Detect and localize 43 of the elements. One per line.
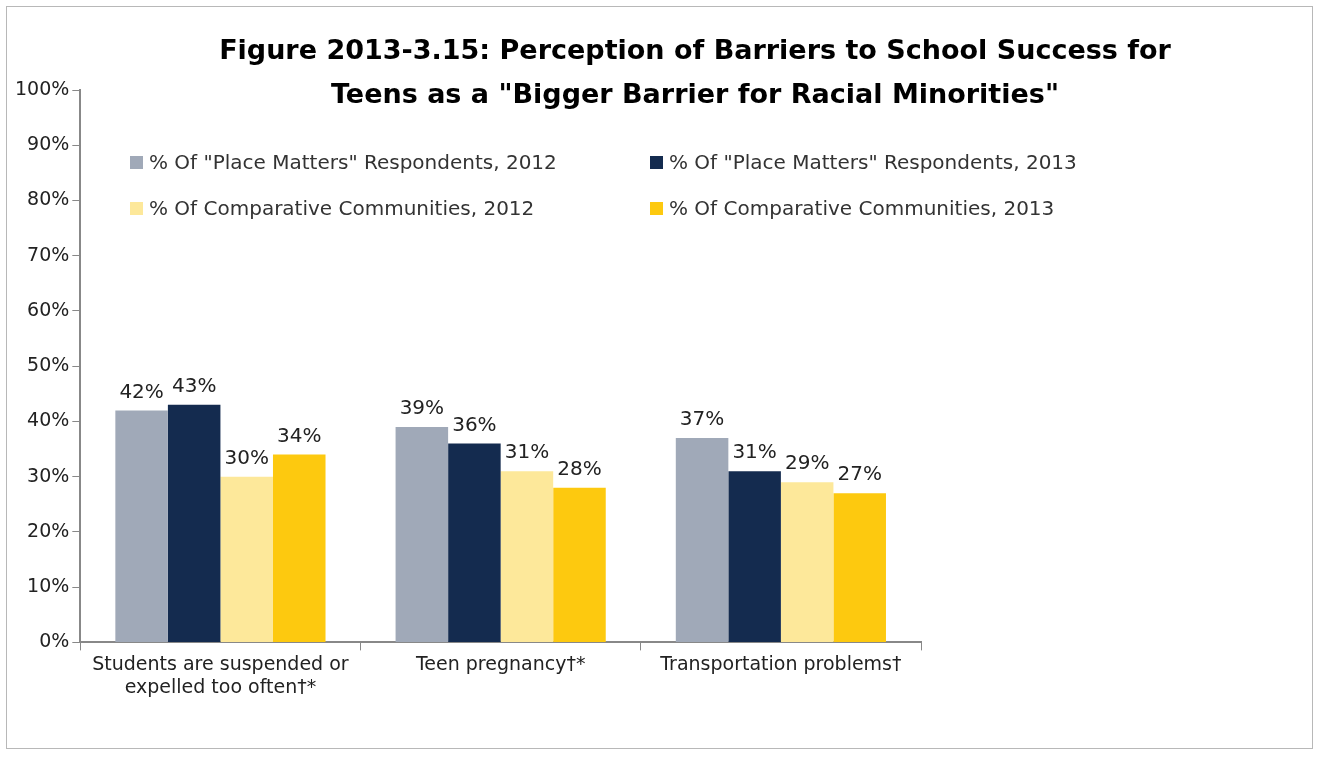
bar (448, 443, 501, 642)
legend-label: % Of "Place Matters" Respondents, 2013 (669, 150, 1077, 174)
bar (272, 454, 326, 642)
bar (780, 482, 834, 642)
y-tick-label: 90% (27, 132, 70, 155)
data-label: 29% (784, 450, 830, 475)
y-tick-label: 0% (39, 629, 70, 652)
data-label: 37% (679, 406, 725, 431)
y-tick-label: 20% (27, 518, 70, 541)
x-tick-label: Teen pregnancy†* (414, 651, 586, 674)
y-tick-label: 60% (27, 297, 70, 320)
data-label: 42% (119, 378, 164, 403)
data-label: 43% (171, 373, 217, 398)
bar (500, 471, 554, 642)
legend-label: % Of Comparative Communities, 2012 (149, 196, 535, 220)
data-label: 39% (399, 395, 445, 420)
y-tick-label: 10% (27, 574, 70, 597)
bar (675, 438, 729, 642)
bar (115, 410, 168, 642)
y-tick-label: 80% (27, 187, 70, 210)
y-tick-label: 70% (27, 242, 70, 265)
legend-label: % Of Comparative Communities, 2013 (669, 196, 1055, 220)
y-tick-label: 50% (27, 353, 70, 376)
bar (833, 493, 886, 642)
chart-title: Figure 2013-3.15: Perception of Barriers to School Success for Teens as a "Bigger Barrier for Racial Minorities" (218, 33, 1172, 111)
bar (167, 404, 221, 642)
y-tick-label: 100% (14, 76, 70, 99)
data-label: 36% (452, 411, 497, 436)
bar (395, 426, 449, 642)
data-label: 31% (732, 439, 777, 464)
data-label: 28% (557, 455, 602, 480)
y-tick-label: 40% (27, 408, 70, 431)
data-label: 31% (504, 439, 550, 464)
data-label: 34% (277, 422, 322, 447)
data-label: 30% (224, 444, 269, 469)
bar (728, 471, 781, 642)
bar (220, 476, 273, 642)
bar (553, 487, 606, 642)
data-label: 27% (837, 461, 882, 486)
x-tick-label: Transportation problems† (659, 651, 902, 674)
x-tick-label: Students are suspended or expelled too often†* (92, 651, 349, 697)
y-tick-label: 30% (27, 463, 70, 486)
legend-label: % Of "Place Matters" Respondents, 2012 (149, 150, 557, 174)
